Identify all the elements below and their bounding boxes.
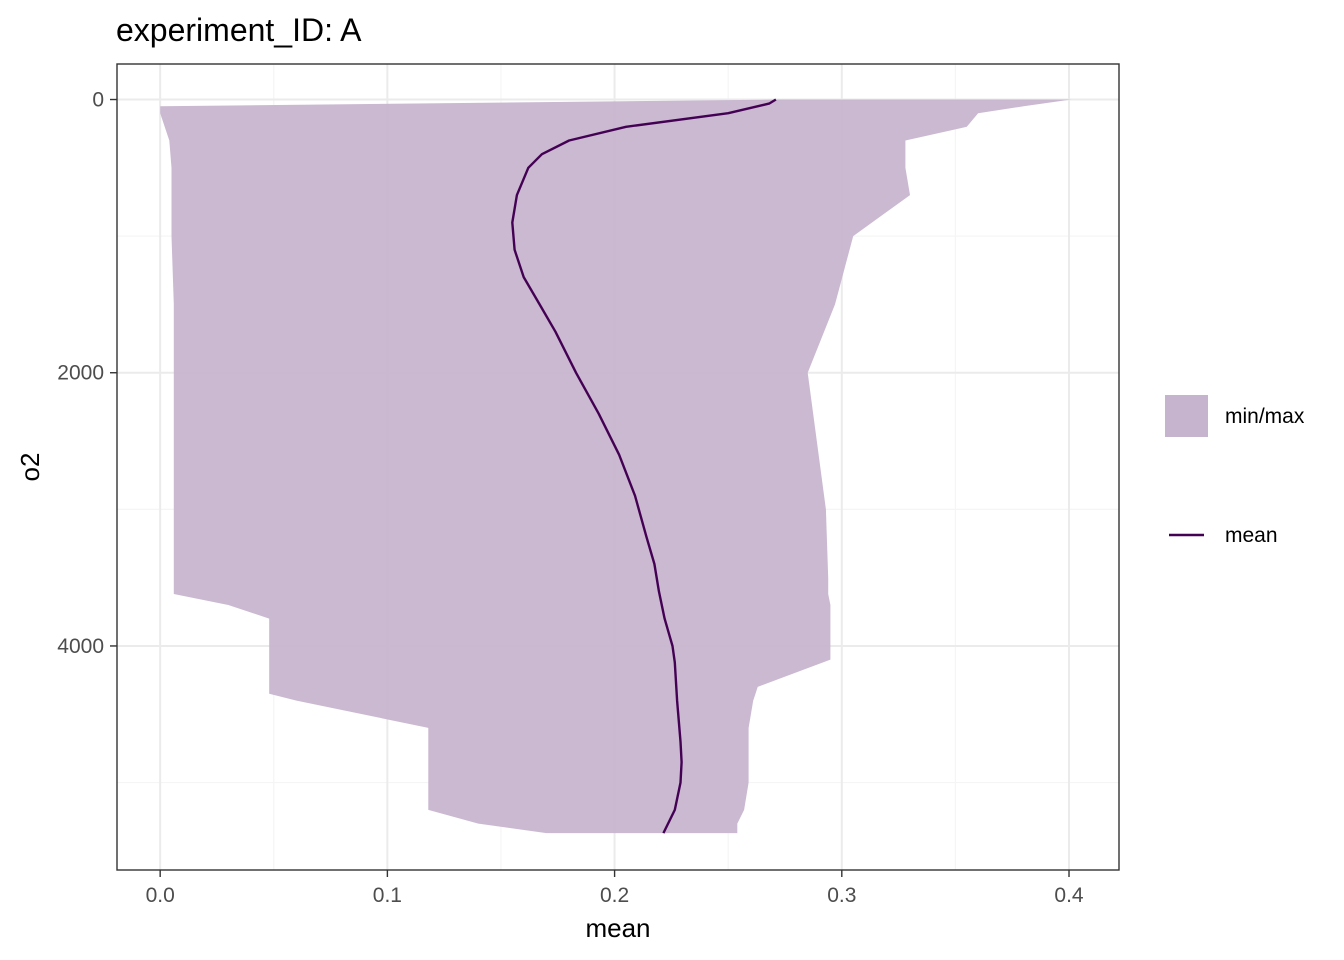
series-min-max-ribbon (160, 99, 1072, 834)
legend: min/max mean (1165, 395, 1305, 547)
series-layer (160, 98, 1072, 834)
legend-key-ribbon (1165, 395, 1208, 437)
series-mean-line (511, 98, 777, 834)
plot-panel-border (116, 63, 1120, 871)
x-axis-title: mean (585, 913, 650, 943)
x-tick-label: 0.0 (146, 884, 175, 907)
x-tick-label: 0.2 (600, 884, 629, 907)
legend-label-line: mean (1225, 524, 1278, 547)
x-tick-label: 0.1 (373, 884, 402, 907)
x-tick-label: 0.3 (827, 884, 856, 907)
y-axis-title: o2 (15, 453, 45, 482)
y-tick-label: 0 (92, 89, 104, 112)
x-axis: 0.0 0.1 0.2 0.3 0.4 (146, 870, 1084, 907)
y-tick-label: 4000 (57, 635, 104, 658)
chart-title: experiment_ID: A (116, 12, 362, 48)
y-axis: 0 2000 4000 (57, 89, 117, 658)
legend-label-ribbon: min/max (1225, 405, 1305, 428)
y-tick-label: 2000 (57, 362, 104, 385)
x-tick-label: 0.4 (1054, 884, 1084, 907)
